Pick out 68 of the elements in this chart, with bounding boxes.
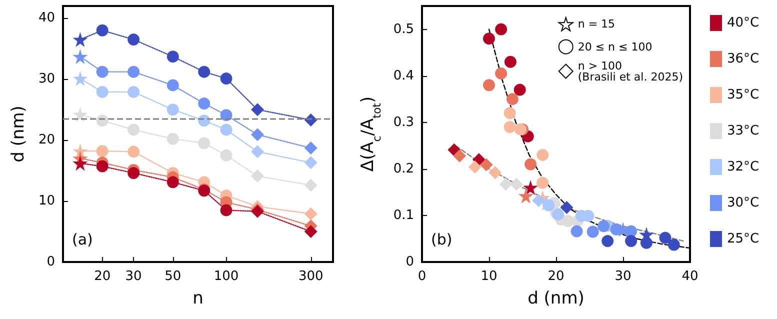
x-tick-label: 30	[614, 269, 632, 284]
point	[625, 235, 638, 248]
annotation: (a)	[72, 230, 93, 248]
x-tick-label: 40	[682, 269, 698, 284]
point	[483, 32, 495, 45]
point	[495, 67, 508, 80]
legend-label: 20 ≤ n ≤ 100	[578, 40, 652, 54]
y-tick-label: 40	[38, 10, 55, 26]
point	[536, 176, 549, 189]
y-tick-label: 0	[46, 254, 55, 270]
point	[504, 107, 516, 120]
y-tick-label: 0	[406, 254, 414, 270]
point	[504, 56, 516, 68]
x-tick-label: 20	[548, 269, 564, 284]
point	[483, 79, 495, 92]
x-tick-label: 100	[214, 269, 239, 284]
point	[510, 178, 523, 191]
legend-label: n > 100 (Brasili et al. 2025)	[578, 59, 684, 84]
point	[488, 166, 502, 180]
point	[504, 121, 516, 134]
x-tick-label: 10	[480, 269, 498, 284]
x-tick-label: 300	[298, 269, 324, 284]
point	[514, 84, 526, 96]
point	[536, 148, 549, 161]
x-tick-label: 0	[418, 269, 426, 284]
point	[586, 226, 599, 238]
y-axis-title: Δ(Ac/Atot)	[358, 96, 384, 172]
point	[640, 236, 652, 249]
y-axis-title: d (nm)	[8, 106, 28, 162]
y-tick-label: 10	[38, 194, 55, 209]
x-tick-label: 50	[164, 269, 182, 284]
x-tick-label: 20	[94, 269, 111, 284]
y-tick-label: 30	[38, 72, 55, 87]
point	[468, 160, 482, 174]
annotation: (b)	[431, 230, 452, 248]
point	[668, 238, 680, 251]
point	[570, 225, 583, 238]
point	[598, 220, 610, 232]
legend-label: 33°C	[727, 124, 760, 138]
point	[602, 235, 614, 248]
point	[659, 232, 672, 244]
y-tick-label: 0.3	[393, 114, 414, 130]
point	[453, 149, 466, 162]
point	[506, 93, 518, 106]
x-axis-title: n	[192, 288, 204, 308]
legend-label: n = 15	[578, 18, 616, 31]
point	[542, 199, 555, 212]
point	[610, 223, 622, 236]
x-axis-title: d (nm)	[528, 288, 584, 308]
y-tick-label: 0.5	[393, 22, 414, 37]
legend-label: 35°C	[727, 88, 760, 102]
x-tick-label: 30	[125, 269, 142, 284]
legend-label: 36°C	[727, 52, 760, 66]
point	[480, 158, 493, 172]
point	[524, 158, 537, 170]
point	[552, 208, 564, 221]
legend-label: 40°C	[727, 16, 760, 30]
point	[532, 194, 546, 208]
legend-label: 32°C	[727, 160, 760, 174]
legend-label: 25°C	[727, 232, 760, 246]
y-tick-label: 20	[38, 132, 55, 148]
point	[499, 178, 512, 191]
point	[495, 23, 508, 36]
y-tick-label: 0.1	[393, 208, 414, 223]
legend-label: 30°C	[727, 196, 760, 210]
y-tick-label: 0.4	[393, 68, 414, 84]
y-tick-label: 0.2	[393, 161, 414, 176]
point	[560, 201, 574, 214]
